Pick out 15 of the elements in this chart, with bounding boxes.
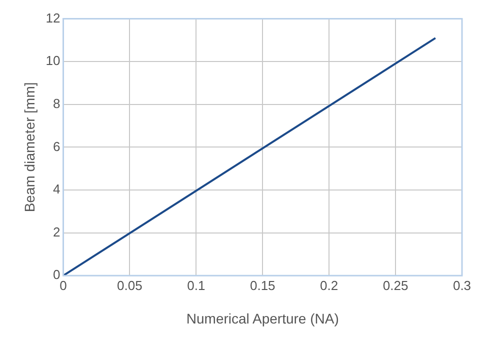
x-axis-title: Numerical Aperture (NA) [186,310,339,326]
y-tick-label: 0 [53,267,60,282]
y-tick-label: 10 [46,53,60,68]
y-tick-label: 2 [53,224,60,240]
y-tick-label: 8 [53,96,60,111]
x-tick-label: 0.15 [250,278,276,293]
x-tick-label: 0.25 [382,278,408,293]
x-tick-label: 0.05 [117,278,142,293]
x-tick-label: 0.2 [320,278,338,293]
x-tick-label: 0.1 [187,278,206,293]
y-tick-label: 4 [53,182,60,197]
y-tick-label: 6 [53,138,60,154]
x-tick-label: 0.3 [452,278,472,293]
y-tick-label: 12 [46,10,60,26]
y-axis-title: Beam diameter [mm] [21,82,38,212]
